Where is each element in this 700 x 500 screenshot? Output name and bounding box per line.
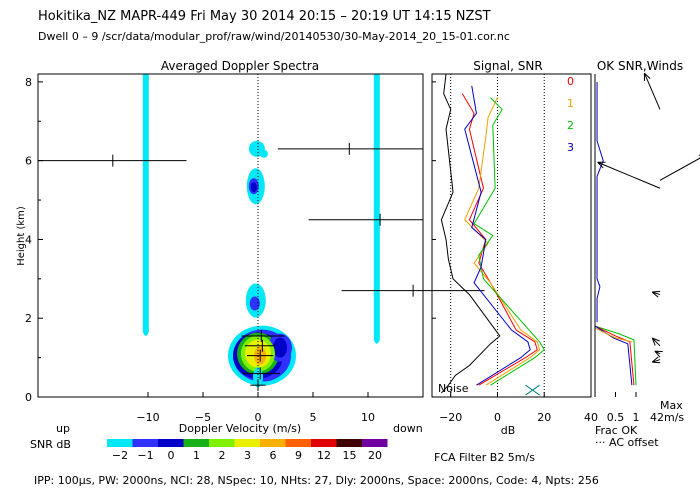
interference-band xyxy=(142,74,149,336)
spectra-title: Averaged Doppler Spectra xyxy=(161,59,319,73)
frac-x-tick-label: 0.5 xyxy=(607,411,625,424)
wind-vector xyxy=(651,337,661,347)
colorbar-level-label: 15 xyxy=(343,449,357,462)
echo-contour xyxy=(249,296,260,311)
colorbar-level-label: 12 xyxy=(317,449,331,462)
colorbar-level-label: 2 xyxy=(219,449,226,462)
ac-offset-label: ··· AC offset xyxy=(595,436,659,449)
snr-plot-content xyxy=(440,73,545,397)
snr-x-label: dB xyxy=(501,424,516,437)
winds-axes: 0.5 1 xyxy=(607,392,640,424)
snr-colorbar: −2 −1 0 1 2 3 6 9 12 15 20 xyxy=(107,439,388,462)
colorbar-swatch xyxy=(234,439,260,447)
legend-entry-3: 3 xyxy=(567,141,574,154)
colorbar-level-label: −1 xyxy=(137,449,153,462)
header-file-path: Dwell 0 – 9 /scr/data/modular_prof/raw/w… xyxy=(38,30,510,43)
snr-legend: 0 1 2 3 xyxy=(567,75,574,154)
frac-ok-frac_ok_2 xyxy=(594,325,637,386)
snr-series-1 xyxy=(464,97,541,386)
wind-vector xyxy=(651,290,661,298)
noise-label: Noise xyxy=(438,382,469,395)
colorbar-level-label: 20 xyxy=(368,449,382,462)
y-tick-label: 2 xyxy=(25,312,32,325)
frac-x-tick-label: 1 xyxy=(633,411,640,424)
wind-vector xyxy=(597,161,661,189)
legend-entry-2: 2 xyxy=(567,119,574,132)
snr-x-tick-label: 40 xyxy=(584,411,598,424)
spectra-plot-content xyxy=(38,74,485,397)
snr-x-tick-label: 0 xyxy=(494,411,501,424)
spectra-plot-frame xyxy=(37,73,424,398)
x-tick-label: 0 xyxy=(255,411,262,424)
wind-vector xyxy=(651,356,661,364)
snr-x-tick-label: 20 xyxy=(537,411,551,424)
max-speed-label: 42m/s xyxy=(650,411,684,424)
x-tick-label: −5 xyxy=(195,411,211,424)
y-axis-label: Height (km) xyxy=(16,206,27,266)
colorbar-level-label: 1 xyxy=(193,449,200,462)
colorbar-swatch xyxy=(362,439,388,447)
legend-entry-0: 0 xyxy=(567,75,574,88)
winds-title: OK SNR,Winds xyxy=(597,59,683,73)
wind-vector xyxy=(654,350,663,358)
colorbar-swatch xyxy=(183,439,209,447)
down-label: down xyxy=(393,422,423,435)
frac-ok-frac_ok_0 xyxy=(594,325,635,386)
winds-plot-content xyxy=(594,72,700,386)
snr-series-2 xyxy=(473,97,545,386)
colorbar-swatch xyxy=(132,439,158,447)
colorbar-level-label: 3 xyxy=(244,449,251,462)
frac-ok-label: Frac OK xyxy=(595,424,638,437)
interference-band xyxy=(373,74,380,344)
footer-parameters: IPP: 100μs, PW: 2000ns, NCI: 28, NSpec: … xyxy=(34,474,599,487)
x-axis-label: Doppler Velocity (m/s) xyxy=(179,422,301,435)
echo-contour xyxy=(273,337,287,358)
colorbar-swatch xyxy=(311,439,337,447)
snr-x-tick-label: −20 xyxy=(439,411,462,424)
colorbar-swatch xyxy=(336,439,362,447)
x-tick-label: −10 xyxy=(136,411,159,424)
spectra-axes: 0 2 4 6 8 −10 −5 0 5 10 xyxy=(25,76,375,424)
fca-filter-label: FCA Filter B2 5m/s xyxy=(434,451,535,464)
up-label: up xyxy=(56,422,70,435)
colorbar-level-label: −2 xyxy=(112,449,128,462)
colorbar-swatch xyxy=(260,439,286,447)
snr-series-noise xyxy=(440,73,501,394)
wind-vector xyxy=(643,72,661,110)
y-tick-label: 8 xyxy=(25,76,32,89)
colorbar-level-label: 9 xyxy=(295,449,302,462)
snr-title: Signal, SNR xyxy=(473,59,542,73)
x-tick-label: 10 xyxy=(361,411,375,424)
echo-contour xyxy=(259,149,268,158)
y-tick-label: 0 xyxy=(25,391,32,404)
colorbar-level-label: 0 xyxy=(168,449,175,462)
snr-series-3 xyxy=(464,85,531,386)
y-tick-label: 4 xyxy=(25,233,32,246)
snr-marker xyxy=(525,384,540,396)
legend-entry-1: 1 xyxy=(567,97,574,110)
frac-ok-frac_ok_1 xyxy=(594,327,633,343)
colorbar-swatch xyxy=(209,439,235,447)
colorbar-swatch xyxy=(158,439,184,447)
spectra-clipped-layer xyxy=(142,74,380,397)
echo-contour xyxy=(250,182,257,193)
colorbar-level-label: 6 xyxy=(270,449,277,462)
snr-axes: −20 0 20 40 xyxy=(432,81,598,424)
colorbar-swatch xyxy=(107,439,133,447)
colorbar-swatch xyxy=(285,439,311,447)
y-tick-label: 6 xyxy=(25,155,32,168)
ac-offset-trace xyxy=(596,81,604,323)
wind-vector xyxy=(659,154,700,181)
snr-series-0 xyxy=(461,93,538,386)
header-title: Hokitika_NZ MAPR-449 Fri May 30 2014 20:… xyxy=(38,9,491,24)
colorbar-title: SNR dB xyxy=(30,438,71,451)
x-tick-label: 5 xyxy=(310,411,317,424)
max-label: Max xyxy=(660,399,683,412)
snr-plot-frame xyxy=(431,73,592,398)
